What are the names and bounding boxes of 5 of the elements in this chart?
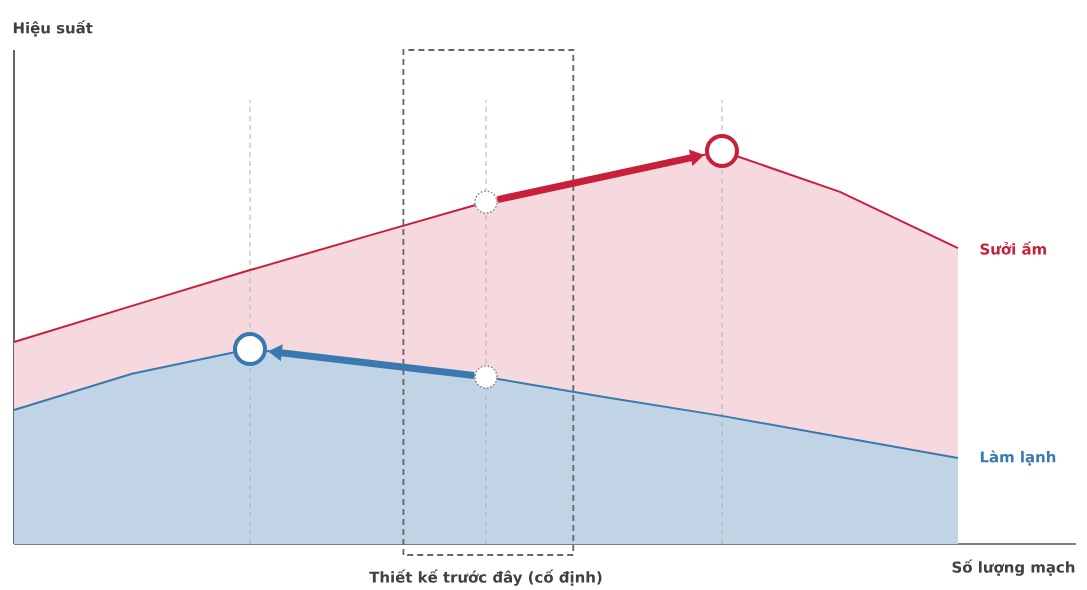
x-axis-title: Số lượng mạch xyxy=(952,559,1075,576)
series-label: Sưởi ấm xyxy=(980,241,1046,255)
series-label: Làm lạnh xyxy=(980,450,1056,466)
text: Hiệu suất xyxy=(13,20,93,37)
text: Thiết kế trước đây (cố định) xyxy=(369,569,602,586)
